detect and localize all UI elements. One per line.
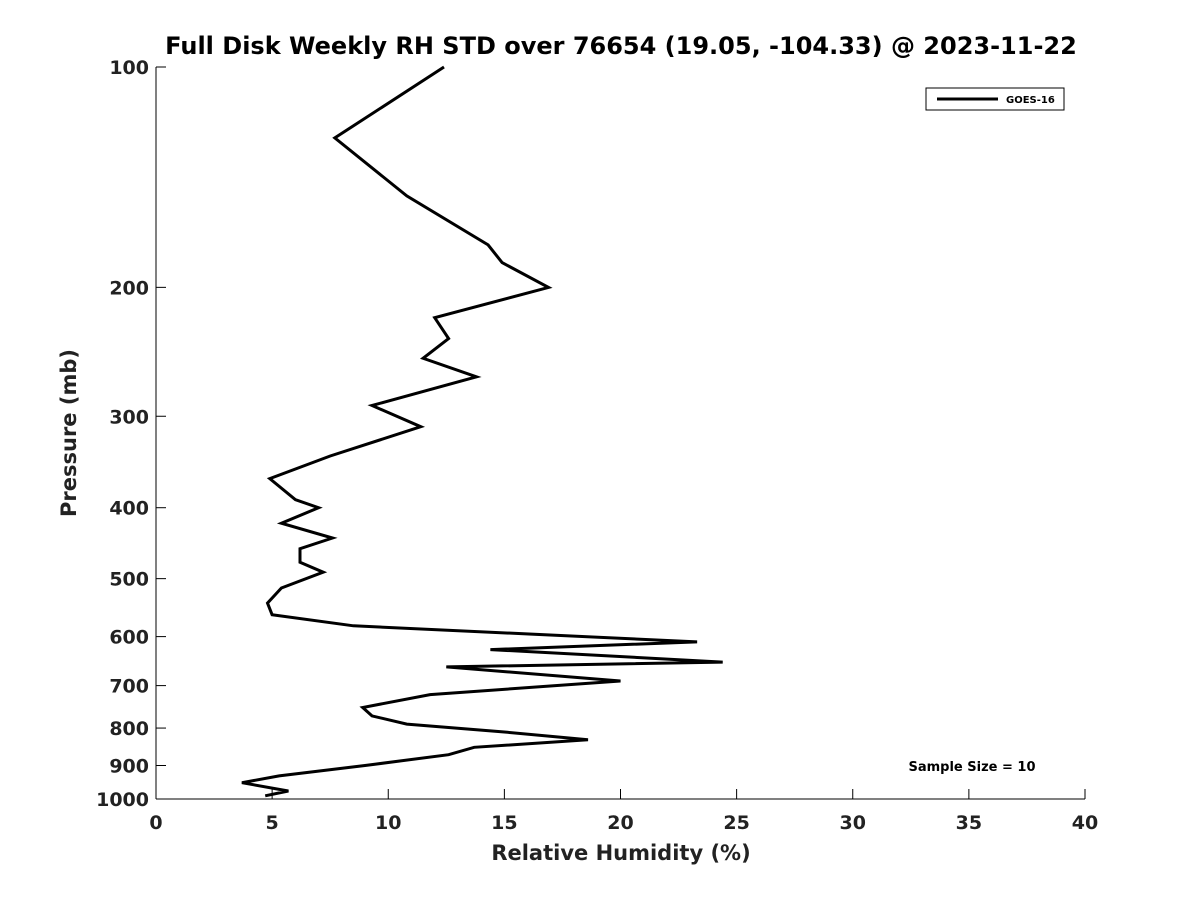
x-tick-label: 40 — [1072, 812, 1098, 834]
x-tick-label: 5 — [266, 812, 279, 834]
series-layer — [241, 65, 723, 798]
y-tick-label: 900 — [109, 756, 149, 778]
x-tick-label: 30 — [840, 812, 866, 834]
y-tick-label: 800 — [109, 718, 149, 740]
legend: GOES-16 — [925, 87, 1065, 111]
series-line-goes-16 — [241, 65, 723, 798]
y-tick-label: 200 — [109, 277, 149, 299]
x-tick-label: 25 — [723, 812, 749, 834]
axes: 0 5 10 15 20 25 30 35 40 100 200 300 400 500 600 700 800… — [96, 57, 1098, 834]
chart-title: Full Disk Weekly RH STD over 76654 (19.0… — [165, 32, 1077, 60]
x-tick-label: 20 — [607, 812, 633, 834]
x-tick-label: 10 — [375, 812, 401, 834]
y-tick-label: 300 — [109, 406, 149, 428]
x-axis-label: Relative Humidity (%) — [491, 841, 750, 865]
y-tick-label: 500 — [109, 569, 149, 591]
y-tick-label: 700 — [109, 676, 149, 698]
y-tick-label: 1000 — [96, 789, 149, 811]
x-tick-label: 35 — [956, 812, 982, 834]
legend-label-goes-16: GOES-16 — [1006, 95, 1055, 106]
y-tick-label: 600 — [109, 627, 149, 649]
y-axis-label: Pressure (mb) — [57, 349, 81, 517]
x-tick-label: 15 — [491, 812, 517, 834]
sample-size-annotation: Sample Size = 10 — [908, 760, 1035, 775]
y-tick-label: 400 — [109, 498, 149, 520]
y-tick-label: 100 — [109, 57, 149, 79]
x-tick-label: 0 — [149, 812, 162, 834]
